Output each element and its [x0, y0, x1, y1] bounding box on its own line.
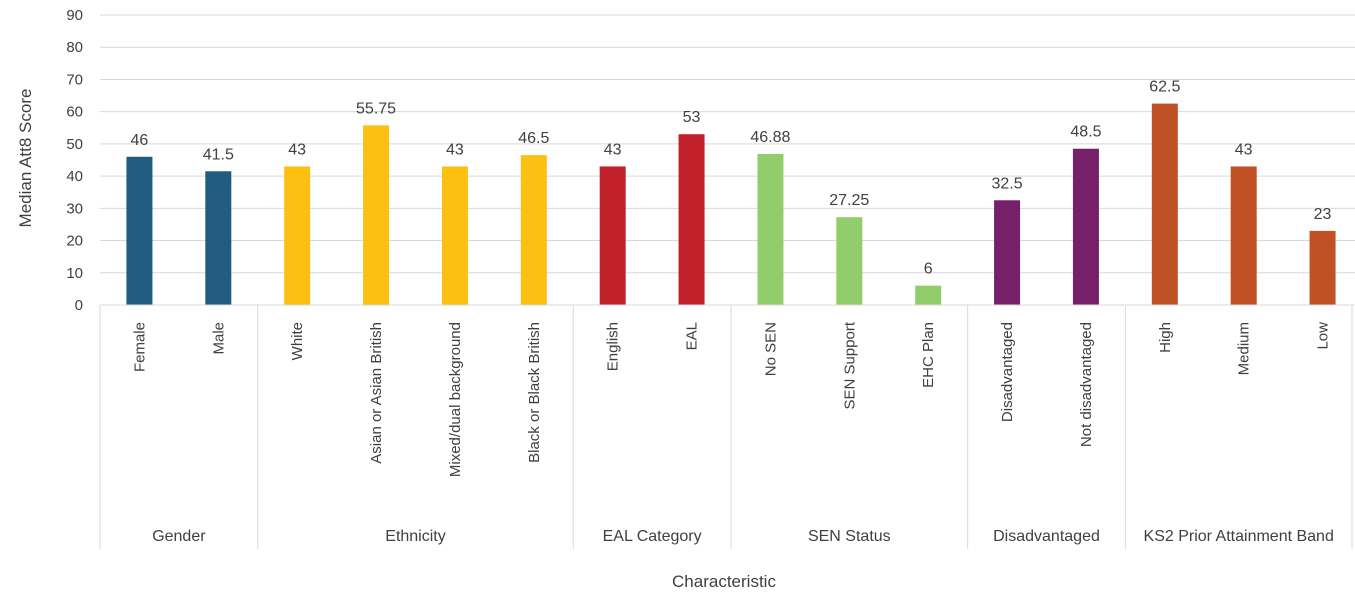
data-label: 55.75 [356, 100, 396, 117]
bar [1230, 166, 1257, 305]
bar [363, 125, 390, 305]
x-group-label: KS2 Prior Attainment Band [1144, 528, 1334, 545]
data-label: 62.5 [1149, 79, 1180, 96]
bar [757, 153, 784, 305]
y-tick-label: 90 [66, 7, 83, 24]
bar [836, 217, 863, 305]
x-category-label: EHC Plan [920, 322, 937, 388]
data-label: 53 [683, 109, 701, 126]
x-group-label: SEN Status [808, 528, 891, 545]
x-category-label: No SEN [762, 322, 779, 376]
y-tick-label: 60 [66, 104, 83, 121]
bar [126, 156, 153, 305]
y-tick-label: 0 [75, 297, 83, 314]
x-group-label: Disadvantaged [993, 528, 1100, 545]
x-group-label: Gender [152, 528, 206, 545]
x-category-label: Black or Black British [526, 322, 543, 463]
bar [1309, 230, 1336, 305]
y-tick-label: 20 [66, 233, 83, 250]
x-category-label: Female [131, 322, 148, 372]
data-label: 48.5 [1070, 124, 1101, 141]
bar [520, 155, 547, 305]
x-category-label: Not disadvantaged [1078, 322, 1095, 447]
data-label: 43 [446, 141, 464, 158]
x-category-label: Low [1315, 322, 1332, 350]
y-tick-label: 80 [66, 39, 83, 56]
bar [284, 166, 311, 305]
x-category-label: Medium [1236, 322, 1253, 375]
bar [441, 166, 468, 305]
bar [205, 171, 232, 305]
y-tick-label: 30 [66, 200, 83, 217]
data-label: 32.5 [991, 175, 1022, 192]
data-label: 6 [924, 261, 933, 278]
bars [126, 103, 1336, 305]
x-category-label: High [1157, 322, 1174, 353]
data-label: 43 [288, 141, 306, 158]
data-labels: 46 41.5 43 55.75 43 46.5 43 53 46.88 27.25 6 32.5 48… [131, 79, 1332, 278]
data-label: 43 [604, 141, 622, 158]
data-label: 43 [1235, 141, 1253, 158]
bar [678, 134, 705, 305]
data-label: 41.5 [203, 146, 234, 163]
y-tick-label: 50 [66, 136, 83, 153]
bar [994, 200, 1021, 305]
x-group-label: EAL Category [603, 528, 702, 545]
y-axis-title: Median Att8 Score [16, 89, 35, 228]
x-category-label: Male [210, 322, 227, 355]
gridlines [100, 14, 1355, 306]
x-category-label: English [605, 322, 622, 371]
bar [599, 166, 626, 305]
y-tick-label: 70 [66, 71, 83, 88]
x-category-label: Mixed/dual background [447, 322, 464, 477]
data-label: 46.5 [518, 130, 549, 147]
x-category-label: Asian or Asian British [368, 322, 385, 464]
x-category-label: SEN Support [841, 321, 858, 409]
x-axis-title: Characteristic [672, 572, 776, 591]
bar [1151, 103, 1178, 305]
data-label: 46 [131, 132, 149, 149]
data-label: 27.25 [829, 192, 869, 209]
data-label: 46.88 [750, 129, 790, 146]
x-category-label: Disadvantaged [999, 322, 1016, 422]
x-category-label: White [289, 322, 306, 360]
x-axis: Female Male White Asian or Asian British Mix… [99, 304, 1355, 549]
x-category-label: EAL [684, 322, 701, 350]
y-tick-label: 10 [66, 265, 83, 282]
x-group-label: Ethnicity [385, 528, 445, 545]
y-tick-label: 40 [66, 168, 83, 185]
bar [915, 285, 942, 305]
data-label: 23 [1314, 206, 1332, 223]
bar [1072, 148, 1099, 305]
y-axis-ticks: 0 10 20 30 40 50 60 70 80 90 [66, 7, 83, 314]
